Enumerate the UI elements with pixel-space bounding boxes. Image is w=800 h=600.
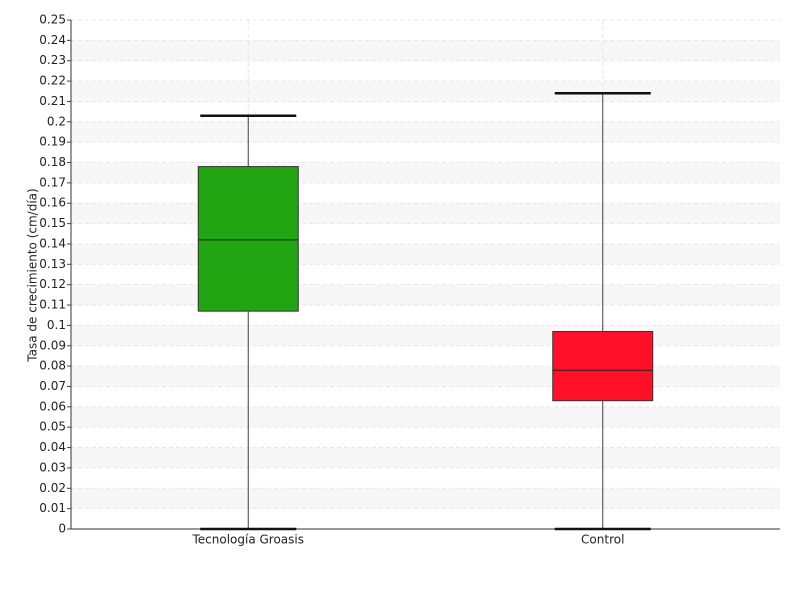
y-tick-label: 0.25 xyxy=(39,13,66,27)
y-tick-label: 0.21 xyxy=(39,94,66,108)
y-tick-label: 0.04 xyxy=(39,440,66,454)
y-tick-label: 0.07 xyxy=(39,379,66,393)
y-tick-label: 0.06 xyxy=(39,399,66,413)
grid-band xyxy=(71,81,780,102)
x-tick-label: Control xyxy=(581,533,624,547)
grid-band xyxy=(71,162,780,183)
y-tick-label: 0.11 xyxy=(39,298,66,312)
grid-band xyxy=(71,40,780,61)
y-axis-label: Tasa de crecimiento (cm/día) xyxy=(26,188,40,362)
grid-band xyxy=(71,447,780,468)
x-tick-label: Tecnología Groasis xyxy=(191,533,304,547)
y-tick-label: 0.01 xyxy=(39,501,66,515)
y-tick-label: 0.03 xyxy=(39,460,66,474)
y-tick-label: 0.22 xyxy=(39,74,66,88)
y-tick-label: 0.18 xyxy=(39,155,66,169)
box xyxy=(552,331,654,402)
grid-band xyxy=(71,366,780,387)
y-tick-label: 0.05 xyxy=(39,420,66,434)
y-tick-label: 0.23 xyxy=(39,53,66,67)
grid-band xyxy=(71,284,780,306)
y-tick-label: 0.19 xyxy=(39,135,66,149)
y-tick-label: 0.1 xyxy=(47,318,66,332)
y-tick-label: 0.02 xyxy=(39,481,66,495)
y-tick-label: 0.17 xyxy=(39,175,66,189)
grid-band xyxy=(71,203,780,224)
y-tick-label: 0.13 xyxy=(39,257,66,271)
y-tick-label: 0.08 xyxy=(39,359,66,373)
y-tick-label: 0.09 xyxy=(39,338,66,352)
y-tick-label: 0 xyxy=(58,522,66,536)
y-tick-label: 0.15 xyxy=(39,216,66,230)
grid-band xyxy=(71,121,780,143)
y-tick-label: 0.24 xyxy=(39,33,66,47)
grid-band xyxy=(71,488,780,509)
y-tick-label: 0.16 xyxy=(39,196,66,210)
y-tick-label: 0.2 xyxy=(47,114,66,128)
y-tick-label: 0.14 xyxy=(39,236,66,250)
grid-band xyxy=(71,243,780,265)
grid-band xyxy=(71,325,780,346)
y-tick-label: 0.12 xyxy=(39,277,66,291)
box xyxy=(197,166,299,312)
grid-band xyxy=(71,406,780,428)
